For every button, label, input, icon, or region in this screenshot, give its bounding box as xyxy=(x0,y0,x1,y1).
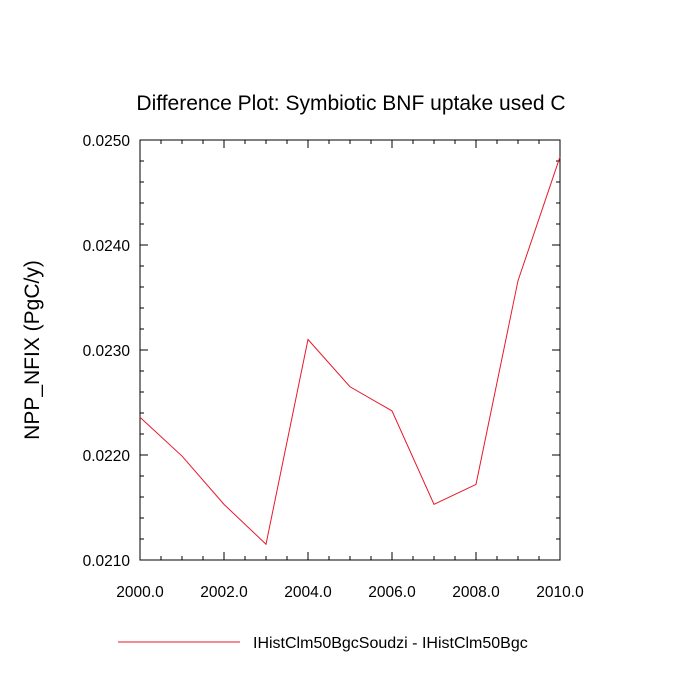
x-tick-label: 2008.0 xyxy=(452,584,500,601)
series-line-0 xyxy=(139,156,561,546)
legend-label: IHistClm50BgcSoudzi - IHistClm50Bgc xyxy=(253,635,528,652)
x-axis-ticks: 2000.0 2002.0 2004.0 2006.0 2008.0 2010.0 xyxy=(116,140,584,601)
y-tick-label: 0.0250 xyxy=(83,133,131,150)
legend: IHistClm50BgcSoudzi - IHistClm50Bgc xyxy=(118,635,528,652)
chart-title: Difference Plot: Symbiotic BNF uptake us… xyxy=(136,92,565,115)
y-axis-ticks: 0.0210 0.0220 0.0230 0.0240 0.0250 xyxy=(83,133,560,570)
x-tick-label: 2006.0 xyxy=(368,584,416,601)
y-tick-label: 0.0240 xyxy=(83,238,131,255)
y-tick-label: 0.0210 xyxy=(83,553,131,570)
minor-ticks xyxy=(139,139,561,561)
x-tick-label: 2004.0 xyxy=(284,584,332,601)
plot-frame xyxy=(139,139,561,561)
y-tick-label: 0.0230 xyxy=(83,343,131,360)
x-tick-label: 2002.0 xyxy=(200,584,248,601)
plot-frame-rect xyxy=(139,139,561,561)
x-tick-label: 2010.0 xyxy=(536,584,584,601)
y-axis-label: NPP_NFIX (PgC/y) xyxy=(21,260,44,440)
y-tick-label: 0.0220 xyxy=(83,448,131,465)
x-tick-label: 2000.0 xyxy=(116,584,164,601)
series-group xyxy=(139,156,561,546)
